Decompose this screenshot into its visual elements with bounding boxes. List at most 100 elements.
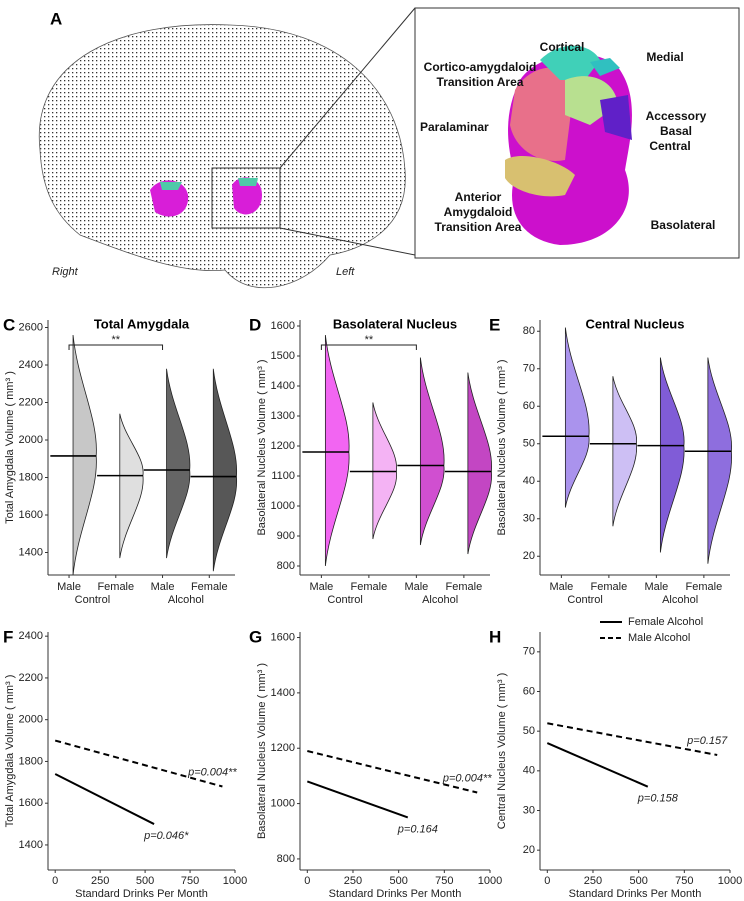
half-violin <box>72 334 97 576</box>
region-label: Paralaminar <box>420 120 489 134</box>
medial-region <box>590 58 620 76</box>
region-label: Basolateral <box>651 218 716 232</box>
region-label: Amygdaloid <box>444 205 513 219</box>
group-label: Control <box>567 594 602 606</box>
x-tick-label: 1000 <box>718 875 742 887</box>
region-label: Basal <box>660 124 692 138</box>
legend-box <box>596 614 734 648</box>
panel-title: Central Nucleus <box>586 316 685 331</box>
half-violin <box>467 372 492 555</box>
y-tick-label: 40 <box>523 765 535 777</box>
x-tick-label: Female <box>446 581 483 593</box>
y-axis-title: Central Nucleus Volume ( mm³ ) <box>496 673 508 830</box>
half-violin <box>119 413 144 559</box>
x-tick-label: 0 <box>544 875 550 887</box>
y-tick-label: 30 <box>523 804 535 816</box>
y-tick-label: 30 <box>523 513 535 525</box>
panel-title: Basolateral Nucleus <box>333 316 457 331</box>
panel-letter: H <box>489 627 501 646</box>
regression-line <box>54 773 155 825</box>
significance-bracket <box>68 344 164 350</box>
half-violin <box>166 368 191 559</box>
central-region <box>600 95 632 140</box>
panel-letter: F <box>3 627 13 646</box>
region-label: Central <box>649 139 690 153</box>
x-tick-label: 500 <box>629 875 647 887</box>
regression-line <box>547 722 718 756</box>
panel-letter: G <box>249 627 262 646</box>
x-tick-label: Female <box>591 581 628 593</box>
x-tick-label: 0 <box>304 875 310 887</box>
x-tick-label: Male <box>309 581 333 593</box>
panel-title: Total Amygdala <box>94 316 190 331</box>
y-axis-title: Total Amygdala Volume ( mm³ ) <box>4 675 16 828</box>
y-tick-label: 1800 <box>19 755 43 767</box>
y-tick-label: 2200 <box>19 396 43 408</box>
regression-line <box>306 780 409 819</box>
y-tick-label: 50 <box>523 438 535 450</box>
panel-b: B <box>414 7 740 259</box>
y-tick-label: 2000 <box>19 434 43 446</box>
significance-label: ** <box>112 334 121 346</box>
cortico-amygdaloid-region <box>510 67 575 161</box>
y-axis-title: Basolateral Nucleus Volume ( mm³ ) <box>256 359 268 535</box>
p-value: p=0.164 <box>397 823 438 835</box>
half-violin <box>659 357 685 553</box>
x-axis-title: Standard Drinks Per Month <box>329 888 462 900</box>
y-tick-label: 20 <box>523 844 535 856</box>
half-violin <box>612 376 637 527</box>
x-tick-label: 250 <box>344 875 362 887</box>
x-tick-label: Female <box>351 581 388 593</box>
x-tick-label: Female <box>97 581 134 593</box>
regression-line <box>546 742 649 788</box>
x-tick-label: Male <box>549 581 573 593</box>
y-axis-title: Basolateral Nucleus Volume ( mm³ ) <box>496 359 508 535</box>
x-tick-label: 250 <box>584 875 602 887</box>
half-violin <box>707 357 732 564</box>
x-axis-title: Standard Drinks Per Month <box>75 888 208 900</box>
y-tick-label: 1400 <box>19 839 43 851</box>
x-tick-label: 0 <box>52 875 58 887</box>
cortical-region <box>540 45 600 80</box>
x-tick-label: 750 <box>435 875 453 887</box>
y-tick-label: 20 <box>523 550 535 562</box>
panel-letter: C <box>3 315 15 334</box>
y-tick-label: 1400 <box>271 687 295 699</box>
y-tick-label: 1600 <box>19 797 43 809</box>
y-tick-label: 60 <box>523 400 535 412</box>
y-tick-label: 800 <box>277 560 295 572</box>
regression-line <box>54 739 223 788</box>
y-tick-label: 2600 <box>19 321 43 333</box>
x-tick-label: Female <box>686 581 723 593</box>
regression-line <box>307 750 478 794</box>
region-label: Transition Area <box>435 220 522 234</box>
side-label: Left <box>336 266 355 278</box>
y-tick-label: 1300 <box>271 410 295 422</box>
region-label: Anterior <box>455 190 502 204</box>
x-tick-label: 1000 <box>223 875 247 887</box>
x-tick-label: Male <box>151 581 175 593</box>
y-tick-label: 60 <box>523 685 535 697</box>
y-axis-title: Basolateral Nucleus Volume ( mm³ ) <box>256 663 268 839</box>
y-tick-label: 2200 <box>19 672 43 684</box>
x-tick-label: Female <box>191 581 228 593</box>
zoom-line <box>279 7 416 169</box>
region-label: Transition Area <box>437 75 524 89</box>
panel-letter: D <box>249 315 261 334</box>
legend-label: Male Alcohol <box>628 632 690 644</box>
y-tick-label: 1000 <box>271 500 295 512</box>
y-tick-label: 2400 <box>19 359 43 371</box>
y-tick-label: 1800 <box>19 471 43 483</box>
zoom-box <box>211 167 281 229</box>
panel-a: A Right Left <box>38 7 416 289</box>
x-tick-label: Male <box>644 581 668 593</box>
x-tick-label: 500 <box>136 875 154 887</box>
half-violin <box>324 334 350 567</box>
y-tick-label: 800 <box>277 853 295 865</box>
region-label: Cortico-amygdaloid <box>424 60 537 74</box>
x-tick-label: 1000 <box>478 875 502 887</box>
y-tick-label: 1400 <box>19 546 43 558</box>
region-label: Accessory <box>646 109 707 123</box>
y-tick-label: 1200 <box>271 742 295 754</box>
